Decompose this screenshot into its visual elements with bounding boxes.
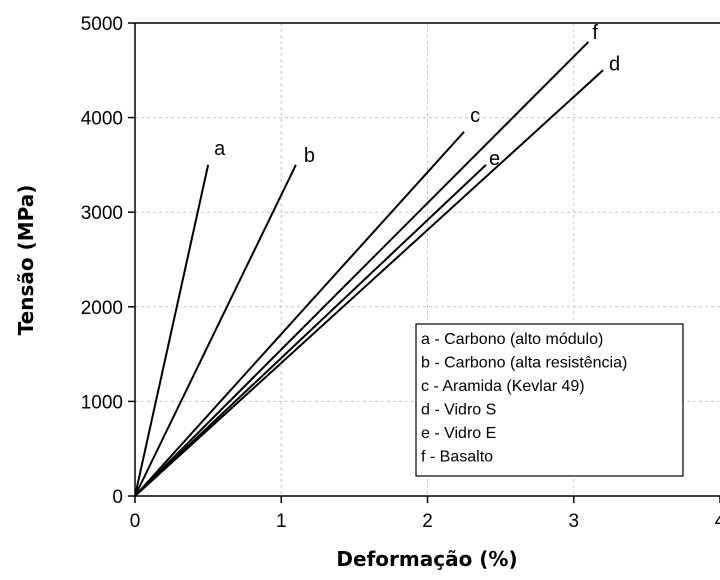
x-axis-title: Deformação (%) [336,547,517,571]
series-line-a [134,164,210,497]
legend-box [415,323,684,477]
series-label-f: f [592,22,598,44]
series-line-d [134,69,604,497]
legend-entry-e: e - Vidro E [421,425,496,442]
y-tick-label: 4000 [81,109,123,130]
legend-entry-d: d - Vidro S [421,402,496,419]
axes: 0 1 2 3 4 0 1000 2000 3000 4000 5000 [81,14,720,532]
legend-entry-a: a - Carbono (alto módulo) [421,331,603,348]
x-tick-label: 1 [276,511,287,532]
series-label-e: e [489,148,500,170]
y-tick-label: 2000 [81,298,123,319]
series-lines: a b c d e f [134,22,620,497]
series-line-c [134,131,465,497]
y-axis-title: Tensão (MPa) [14,185,38,336]
series-label-d: d [609,53,620,75]
series-line-e [134,164,487,497]
x-tick-label: 3 [568,511,579,532]
series-label-b: b [304,145,315,167]
y-tick-label: 3000 [81,203,123,224]
x-tick-label: 4 [715,511,720,532]
series-label-a: a [214,138,226,160]
y-tick-label: 1000 [81,392,123,413]
x-tick-label: 0 [130,511,141,532]
series-label-c: c [470,105,480,127]
series-line-f [134,41,590,497]
legend-entry-c: c - Aramida (Kevlar 49) [421,378,585,395]
y-tick-label: 5000 [81,14,123,35]
x-tick-label: 2 [422,511,433,532]
y-tick-label: 0 [112,487,123,508]
legend: a - Carbono (alto módulo) b - Carbono (al… [415,323,684,477]
legend-entry-b: b - Carbono (alta resistência) [421,355,627,372]
legend-entry-f: f - Basalto [421,449,493,466]
series-line-b [134,164,297,497]
